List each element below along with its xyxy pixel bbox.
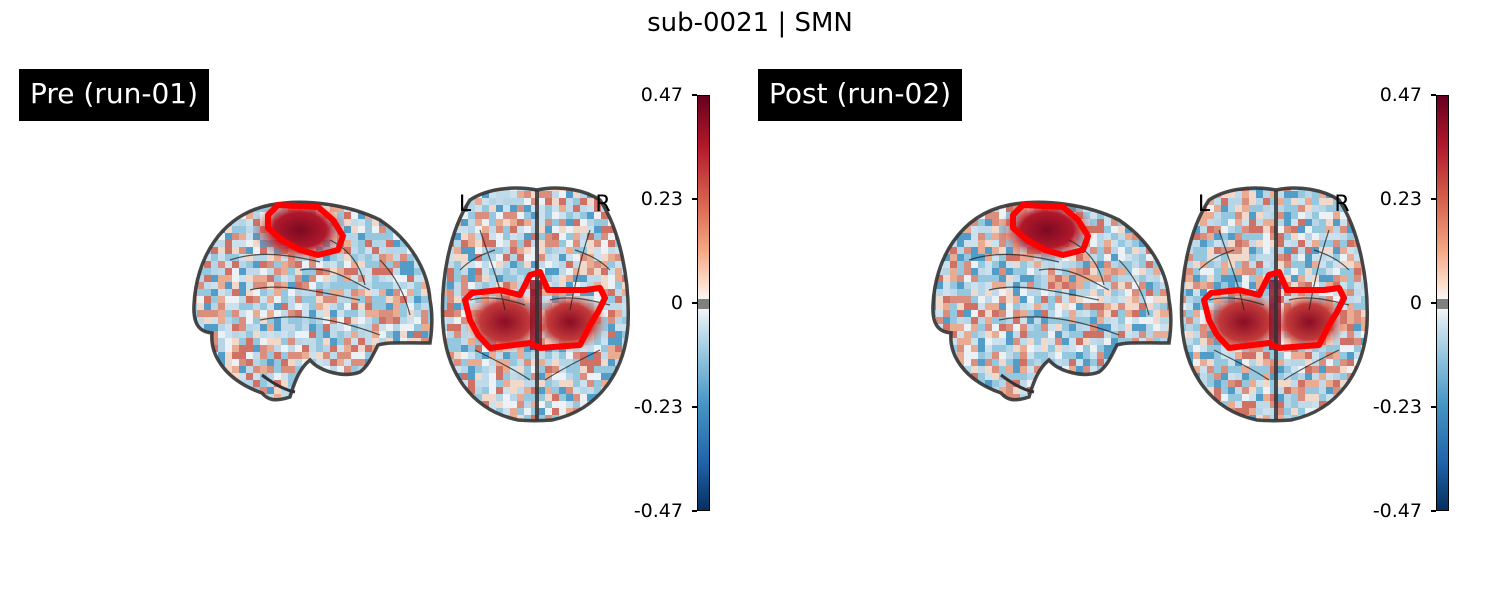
colorbar-tick-label: -0.23 (633, 396, 683, 418)
cerebellum-outline (261, 373, 296, 394)
hemisphere-left-label: L (1198, 192, 1211, 217)
roi-outline-sagittal (1010, 202, 1091, 258)
axial-activation-map (442, 188, 629, 421)
hemisphere-right-label: R (1334, 192, 1349, 217)
sagittal-activation-map (193, 202, 432, 400)
cerebellum-outline (1000, 373, 1035, 394)
roi-outline-sagittal (265, 202, 346, 258)
colorbar-tick-label: 0.23 (640, 188, 683, 210)
colorbar-tick-mark (692, 94, 697, 96)
roi-outline-axial (462, 269, 608, 351)
colorbar-tick-mark (1431, 94, 1436, 96)
colorbar-tick-mark (1431, 510, 1436, 512)
colorbar-zero-band (1437, 298, 1448, 309)
colorbar-tick-mark (692, 198, 697, 200)
sagittal-outline (192, 200, 434, 402)
colorbar-tick-label: -0.47 (1372, 500, 1422, 522)
colorbar-tick-label: -0.23 (1372, 396, 1422, 418)
colorbar-tick-label: 0.47 (1379, 84, 1422, 106)
colorbar-tick-mark (1431, 406, 1436, 408)
colorbar-tick-mark (692, 510, 697, 512)
axial-outline (440, 186, 631, 423)
colorbar-tick-mark (692, 302, 697, 304)
colorbar-tick-mark (1431, 302, 1436, 304)
axial-outline (1179, 186, 1370, 423)
colorbar (1436, 95, 1449, 511)
panel-label: Pre (run-01) (19, 69, 209, 121)
panel-label: Post (run-02) (758, 69, 963, 121)
colorbar (697, 95, 710, 511)
colorbar-zero-band (698, 298, 709, 309)
colorbar-tick-label: 0 (1409, 292, 1422, 314)
colorbar-tick-label: 0 (670, 292, 683, 314)
roi-outline-axial (1201, 269, 1347, 351)
colorbar-tick-label: 0.47 (640, 84, 683, 106)
sagittal-outline (931, 200, 1173, 402)
sagittal-activation-map (932, 202, 1171, 400)
colorbar-tick-label: 0.23 (1379, 188, 1422, 210)
colorbar-tick-mark (692, 406, 697, 408)
hemisphere-right-label: R (595, 192, 610, 217)
colorbar-tick-mark (1431, 198, 1436, 200)
sulci-lines (229, 229, 611, 381)
figure-title: sub-0021 | SMN (647, 8, 853, 38)
hemisphere-left-label: L (459, 192, 472, 217)
colorbar-tick-label: -0.47 (633, 500, 683, 522)
